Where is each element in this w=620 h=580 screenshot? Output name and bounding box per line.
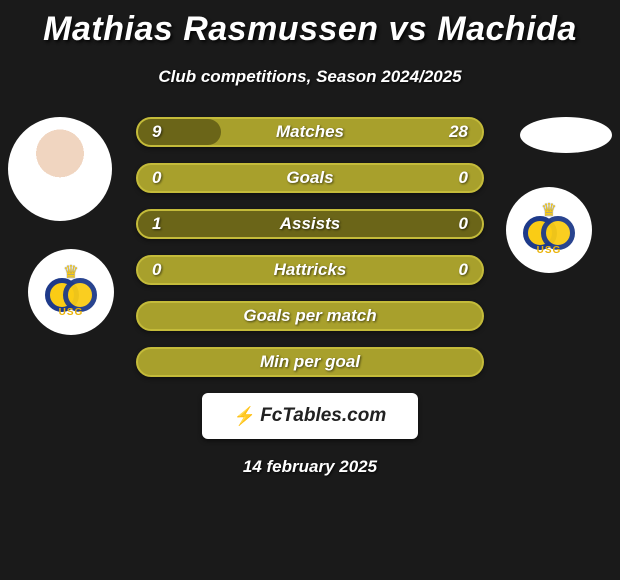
subtitle: Club competitions, Season 2024/2025 <box>158 67 461 87</box>
footer-label: FcTables.com <box>260 405 386 427</box>
crest-letters: USG <box>521 245 577 256</box>
date-text: 14 february 2025 <box>0 457 620 477</box>
stat-bar: 1 0 Assists <box>136 209 484 239</box>
footer-attribution: ⚡ FcTables.com <box>202 393 418 439</box>
club-logo-right: ♛ USG <box>506 187 592 273</box>
stat-value-right: 0 <box>459 168 468 188</box>
stat-value-left: 9 <box>152 122 161 142</box>
stat-value-right: 0 <box>459 214 468 234</box>
page-title: Mathias Rasmussen vs Machida <box>43 10 577 49</box>
stat-label: Goals per match <box>243 306 376 326</box>
stat-label: Goals <box>286 168 333 188</box>
stat-bar: 9 28 Matches <box>136 117 484 147</box>
stat-bar: 0 0 Goals <box>136 163 484 193</box>
stat-fill-left <box>138 119 221 145</box>
stat-value-left: 0 <box>152 168 161 188</box>
stat-label: Min per goal <box>260 352 360 372</box>
crest-icon: ♛ USG <box>521 202 577 258</box>
stat-label: Matches <box>276 122 344 142</box>
stat-value-right: 0 <box>459 260 468 280</box>
stat-fill-right <box>221 119 482 145</box>
player-left-avatar <box>8 117 112 221</box>
stat-value-right: 28 <box>449 122 468 142</box>
stat-bar: Goals per match <box>136 301 484 331</box>
stat-bar: Min per goal <box>136 347 484 377</box>
crest-icon: ♛ USG <box>43 264 99 320</box>
stat-bars: 9 28 Matches 0 0 Goals 1 0 Assists 0 0 Hattricks Goa… <box>136 117 484 377</box>
player-right-avatar <box>520 117 612 153</box>
crest-letters: USG <box>43 307 99 318</box>
infographic-container: Mathias Rasmussen vs Machida Club compet… <box>0 0 620 580</box>
stat-label: Assists <box>280 214 340 234</box>
club-logo-left: ♛ USG <box>28 249 114 335</box>
main-area: ♛ USG ♛ USG 928Matches00Goals10Assists00… <box>0 117 620 580</box>
stat-value-left: 1 <box>152 214 161 234</box>
stat-bar: 0 0 Hattricks <box>136 255 484 285</box>
stat-value-left: 0 <box>152 260 161 280</box>
stat-label: Hattricks <box>274 260 347 280</box>
bolt-icon: ⚡ <box>234 406 256 427</box>
